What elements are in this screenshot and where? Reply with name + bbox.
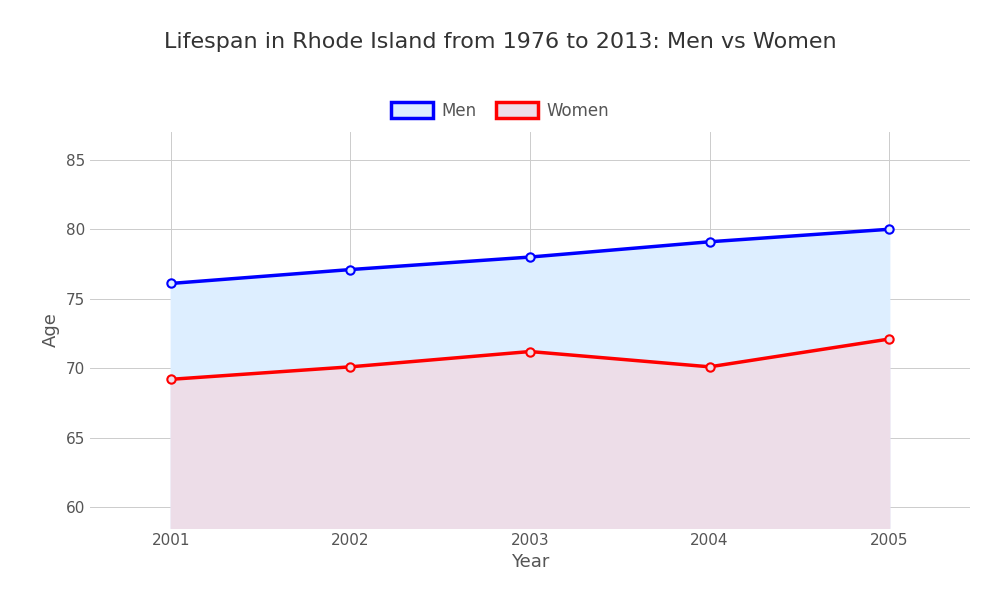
X-axis label: Year: Year: [511, 553, 549, 571]
Legend: Men, Women: Men, Women: [384, 95, 616, 127]
Text: Lifespan in Rhode Island from 1976 to 2013: Men vs Women: Lifespan in Rhode Island from 1976 to 20…: [164, 32, 836, 52]
Y-axis label: Age: Age: [42, 313, 60, 347]
